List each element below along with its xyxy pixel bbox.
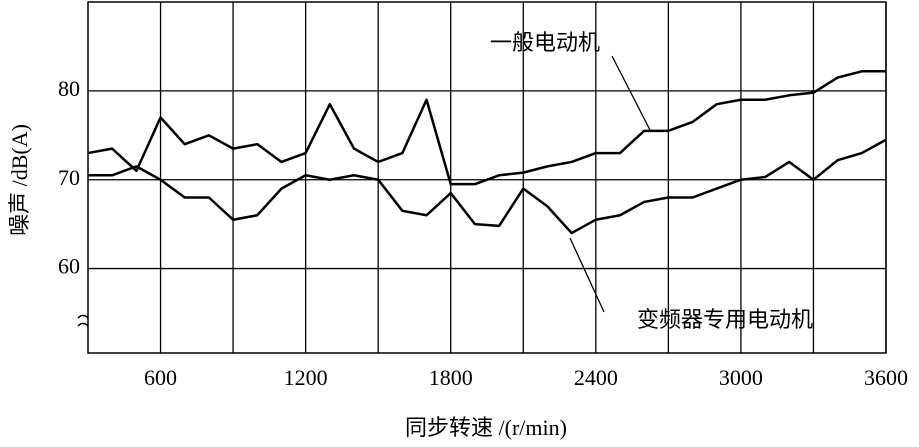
x-tick-label: 3600 bbox=[864, 365, 908, 390]
leader-line bbox=[611, 55, 651, 131]
x-tick-label: 1800 bbox=[429, 365, 473, 390]
leader-line bbox=[569, 237, 605, 313]
x-tick-label: 1200 bbox=[284, 365, 328, 390]
x-tick-label: 600 bbox=[144, 365, 177, 390]
x-tick-label: 3000 bbox=[719, 365, 763, 390]
axis-break bbox=[77, 314, 89, 327]
series-annotation: 一般电动机 bbox=[490, 30, 600, 55]
x-tick-label: 2400 bbox=[574, 365, 618, 390]
y-axis-title: 噪声 /dB(A) bbox=[7, 124, 32, 236]
y-tick-label: 60 bbox=[58, 254, 80, 279]
y-tick-label: 70 bbox=[58, 165, 80, 190]
data-line bbox=[87, 70, 886, 186]
y-tick-label: 80 bbox=[58, 76, 80, 101]
series-annotation: 变频器专用电动机 bbox=[637, 307, 813, 332]
data-line bbox=[88, 138, 887, 235]
x-axis-title: 同步转速 /(r/min) bbox=[405, 415, 567, 440]
